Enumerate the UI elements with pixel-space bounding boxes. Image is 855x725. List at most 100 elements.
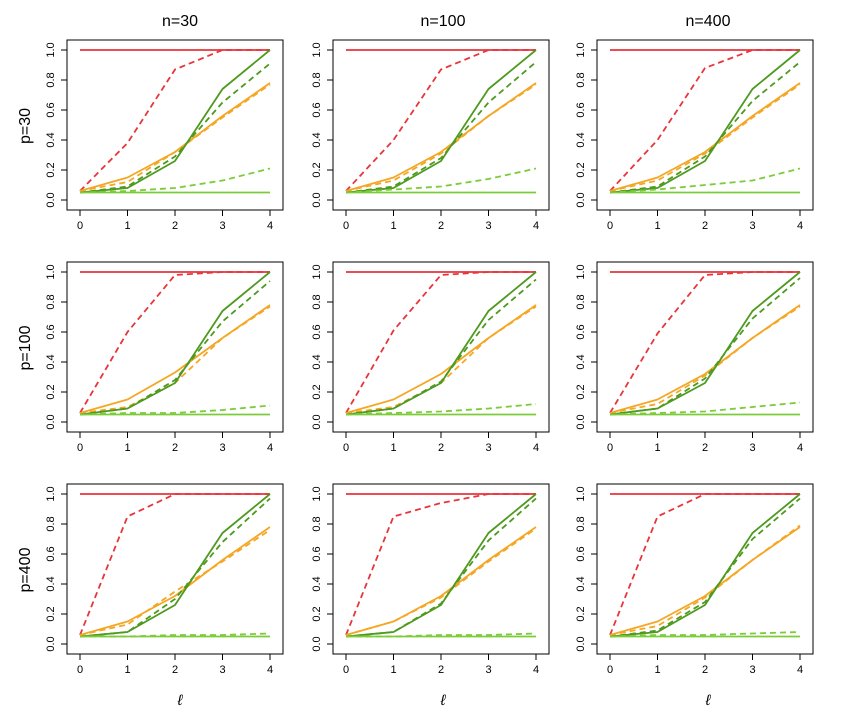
y-tick-label: 0.0 bbox=[45, 414, 57, 429]
panel-r0-c1: 0 1 2 3 4 0.0 0.2 0.4 0.6 0.8 1.0 bbox=[311, 39, 550, 232]
x-tick-label: 1 bbox=[654, 442, 660, 454]
series-line-orange-solid bbox=[609, 526, 801, 636]
x-tick-label: 1 bbox=[124, 664, 130, 676]
series-line-dark_green-dashed bbox=[79, 497, 271, 638]
y-tick-label: 0.8 bbox=[575, 294, 587, 309]
x-tick-label: 1 bbox=[390, 442, 396, 454]
x-tick-label: 2 bbox=[702, 664, 708, 676]
series-line-light_green-dashed bbox=[609, 167, 801, 194]
x-tick-label: 2 bbox=[702, 220, 708, 232]
row-title-p100: p=100 bbox=[17, 325, 34, 370]
y-tick-label: 0.2 bbox=[311, 384, 323, 399]
y-tick-label: 0.6 bbox=[311, 546, 323, 561]
x-tick-label: 2 bbox=[438, 664, 444, 676]
x-tick-label: 4 bbox=[533, 220, 539, 232]
x-tick-label: 0 bbox=[607, 442, 613, 454]
y-tick-label: 0.0 bbox=[575, 192, 587, 207]
y-tick-label: 0.4 bbox=[311, 132, 323, 147]
y-tick-label: 0.0 bbox=[45, 192, 57, 207]
y-tick-label: 0.4 bbox=[575, 132, 587, 147]
y-tick-label: 0.2 bbox=[45, 162, 57, 177]
x-tick-label: 4 bbox=[797, 220, 803, 232]
x-tick-label: 0 bbox=[343, 664, 349, 676]
x-tick-label: 4 bbox=[797, 442, 803, 454]
series-line-orange-dashed bbox=[609, 305, 801, 414]
column-title-n100: n=100 bbox=[421, 13, 466, 30]
series-line-light_green-dashed bbox=[80, 632, 271, 638]
x-tick-label: 1 bbox=[654, 664, 660, 676]
x-tick-label: 0 bbox=[607, 664, 613, 676]
y-tick-label: 0.8 bbox=[575, 516, 587, 531]
y-tick-label: 1.0 bbox=[45, 42, 57, 57]
panel-r2-c1: 0 1 2 3 4 0.0 0.2 0.4 0.6 0.8 1.0 bbox=[311, 483, 550, 676]
x-tick-label: 2 bbox=[438, 220, 444, 232]
panel-r1-c1: 0 1 2 3 4 0.0 0.2 0.4 0.6 0.8 1.0 bbox=[311, 261, 550, 454]
series-line-red-dashed bbox=[79, 49, 270, 192]
series-line-dark_green-solid bbox=[79, 271, 271, 416]
series-line-red-dashed bbox=[609, 493, 800, 636]
x-tick-label: 1 bbox=[654, 220, 660, 232]
column-title-n400: n=400 bbox=[686, 13, 731, 30]
series-line-orange-dashed bbox=[79, 83, 271, 192]
x-axis-label-col2: ℓ bbox=[440, 692, 447, 709]
series-line-dark_green-dashed bbox=[345, 278, 537, 416]
x-tick-label: 2 bbox=[702, 442, 708, 454]
y-tick-label: 0.8 bbox=[311, 294, 323, 309]
x-tick-label: 4 bbox=[267, 442, 273, 454]
y-tick-label: 0.4 bbox=[575, 354, 587, 369]
row-title-p30: p=30 bbox=[17, 108, 34, 144]
series-line-dark_green-solid bbox=[609, 493, 801, 638]
panel-r2-c2: 0 1 2 3 4 0.0 0.2 0.4 0.6 0.8 1.0 bbox=[575, 483, 814, 676]
y-tick-label: 0.8 bbox=[45, 516, 57, 531]
y-tick-label: 0.2 bbox=[45, 384, 57, 399]
x-tick-label: 4 bbox=[267, 664, 273, 676]
x-tick-label: 2 bbox=[172, 220, 178, 232]
series-line-dark_green-dashed bbox=[345, 61, 537, 194]
y-tick-label: 0.0 bbox=[575, 636, 587, 651]
y-tick-label: 0.4 bbox=[45, 132, 57, 147]
series-line-orange-dashed bbox=[345, 305, 537, 414]
series-line-orange-dashed bbox=[79, 305, 271, 414]
x-tick-label: 3 bbox=[485, 220, 491, 232]
x-tick-label: 0 bbox=[607, 220, 613, 232]
x-tick-label: 4 bbox=[533, 442, 539, 454]
x-tick-label: 3 bbox=[219, 442, 225, 454]
x-tick-label: 3 bbox=[749, 442, 755, 454]
series-line-orange-dashed bbox=[345, 527, 537, 636]
series-line-light_green-dashed bbox=[345, 403, 537, 416]
series-line-red-dashed bbox=[609, 271, 800, 414]
series-line-red-dashed bbox=[79, 271, 270, 414]
series-line-orange-solid bbox=[345, 304, 537, 414]
y-tick-label: 0.0 bbox=[311, 414, 323, 429]
panel-r0-c2: 0 1 2 3 4 0.0 0.2 0.4 0.6 0.8 1.0 bbox=[575, 39, 814, 232]
y-tick-label: 0.8 bbox=[45, 72, 57, 87]
series-line-red-dashed bbox=[345, 271, 536, 414]
y-tick-label: 0.6 bbox=[575, 546, 587, 561]
series-line-orange-solid bbox=[609, 304, 801, 414]
series-line-red-dashed bbox=[79, 493, 270, 636]
y-tick-label: 0.8 bbox=[311, 516, 323, 531]
y-tick-label: 0.6 bbox=[45, 102, 57, 117]
series-line-red-dashed bbox=[609, 49, 800, 192]
y-tick-label: 0.6 bbox=[45, 324, 57, 339]
x-tick-label: 3 bbox=[749, 664, 755, 676]
series-line-light_green-dashed bbox=[346, 632, 537, 638]
series-line-dark_green-solid bbox=[609, 49, 801, 194]
y-tick-label: 1.0 bbox=[575, 42, 587, 57]
y-tick-label: 1.0 bbox=[575, 486, 587, 501]
x-tick-label: 1 bbox=[390, 664, 396, 676]
x-axis-label-col3: ℓ bbox=[705, 692, 712, 709]
y-tick-label: 0.2 bbox=[575, 384, 587, 399]
x-tick-label: 2 bbox=[172, 664, 178, 676]
y-tick-label: 1.0 bbox=[311, 264, 323, 279]
y-tick-label: 0.2 bbox=[575, 162, 587, 177]
series-line-dark_green-dashed bbox=[609, 277, 801, 416]
series-line-light_green-dashed bbox=[79, 167, 271, 194]
y-tick-label: 0.4 bbox=[575, 576, 587, 591]
series-line-orange-dashed bbox=[345, 83, 537, 192]
series-line-orange-dashed bbox=[609, 524, 801, 636]
series-line-orange-solid bbox=[345, 526, 537, 636]
series-line-dark_green-solid bbox=[79, 49, 271, 194]
x-tick-label: 3 bbox=[749, 220, 755, 232]
